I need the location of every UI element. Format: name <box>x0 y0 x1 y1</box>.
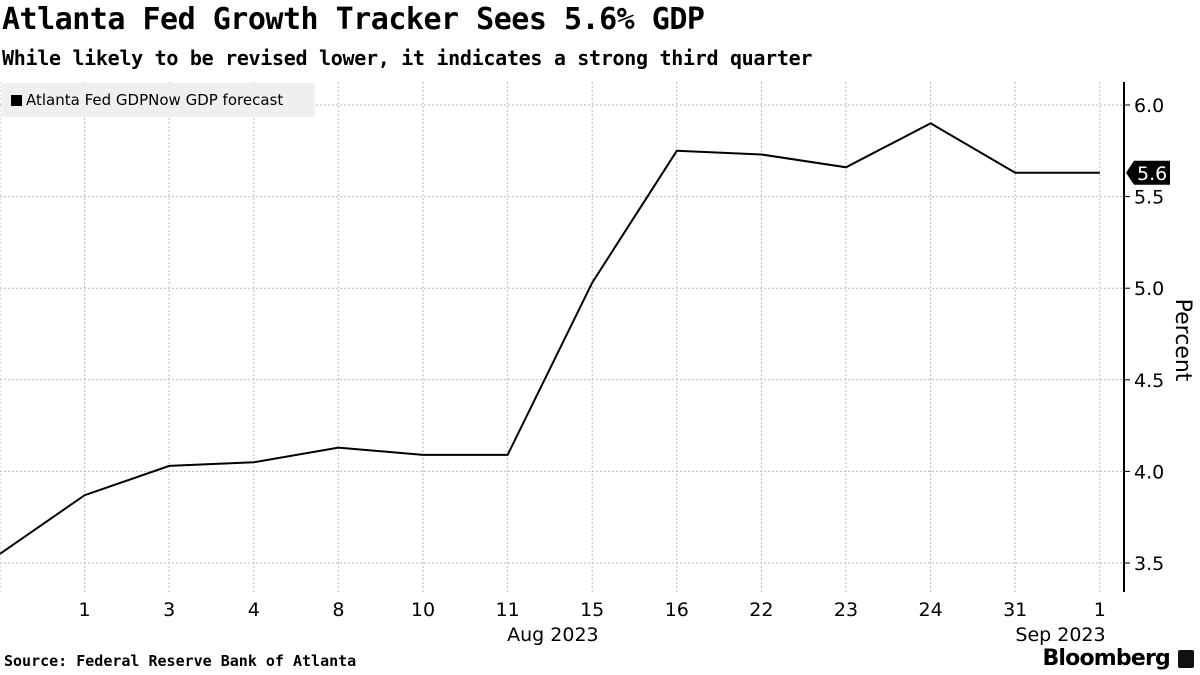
y-tick-label: 3.5 <box>1134 553 1164 575</box>
y-tick-label: 4.0 <box>1134 461 1164 483</box>
series-line <box>0 122 1100 555</box>
bloomberg-logo: Bloomberg <box>1042 646 1170 671</box>
y-tick-label: 6.0 <box>1134 95 1164 117</box>
last-value-label: 5.6 <box>1137 163 1167 185</box>
x-tick-label: 15 <box>580 599 604 621</box>
x-tick-label: 4 <box>248 599 260 621</box>
x-tick-label: 24 <box>919 599 943 621</box>
x-tick-label: 22 <box>749 599 773 621</box>
x-tick-label: 23 <box>834 599 858 621</box>
source-note: Source: Federal Reserve Bank of Atlanta <box>4 652 357 670</box>
x-tick-label: 3 <box>163 599 175 621</box>
x-tick-label: 31 <box>1003 599 1027 621</box>
y-tick-label: 5.0 <box>1134 278 1164 300</box>
x-tick-label: 10 <box>411 599 435 621</box>
x-month-label: Aug 2023 <box>507 624 599 646</box>
chart-subtitle: While likely to be revised lower, it ind… <box>2 46 813 70</box>
y-tick-label: 4.5 <box>1134 370 1164 392</box>
chart-title: Atlanta Fed Growth Tracker Sees 5.6% GDP <box>2 2 705 37</box>
legend: Atlanta Fed GDPNow GDP forecast <box>2 83 315 117</box>
x-tick-label: 16 <box>665 599 689 621</box>
y-axis-label: Percent <box>1170 299 1195 382</box>
x-tick-label: 8 <box>332 599 344 621</box>
x-tick-label: 1 <box>1094 599 1106 621</box>
bloomberg-terminal-icon <box>1178 650 1194 668</box>
x-month-label: Sep 2023 <box>1015 624 1105 646</box>
legend-swatch <box>11 94 22 106</box>
y-tick-label: 5.5 <box>1134 187 1164 209</box>
last-value-badge <box>1126 160 1170 185</box>
x-tick-label: 11 <box>496 599 520 621</box>
legend-label: Atlanta Fed GDPNow GDP forecast <box>26 91 284 109</box>
x-tick-label: 1 <box>79 599 91 621</box>
